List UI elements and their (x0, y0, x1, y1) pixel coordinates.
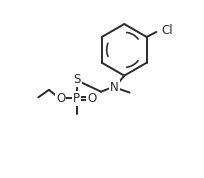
Text: P: P (73, 92, 80, 105)
Text: N: N (110, 81, 119, 94)
Text: O: O (56, 92, 65, 105)
Text: O: O (87, 92, 96, 105)
Text: Cl: Cl (161, 24, 173, 37)
Text: S: S (74, 73, 81, 86)
